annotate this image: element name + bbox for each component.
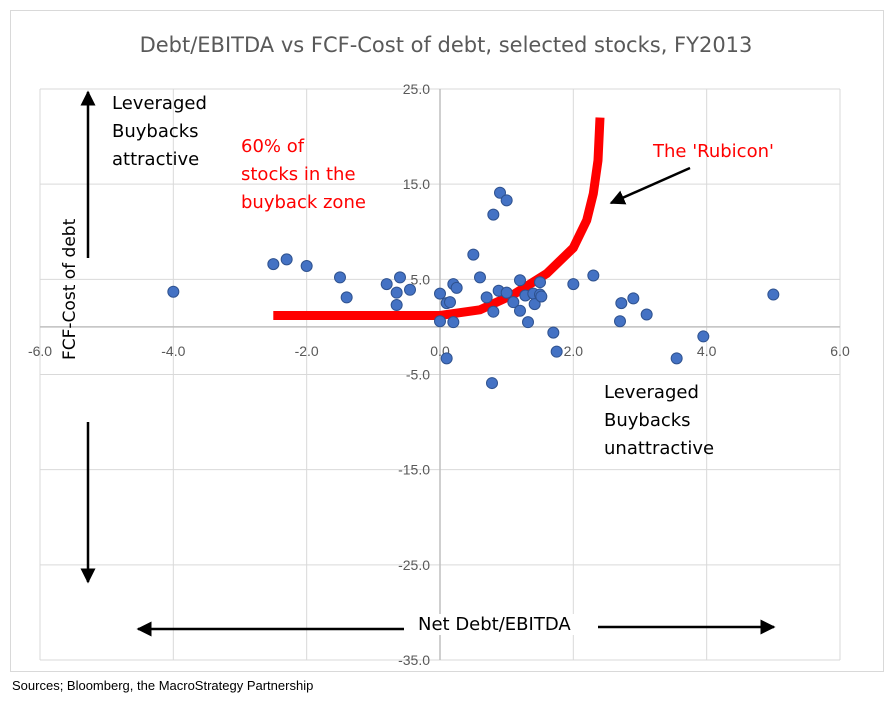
x-tick-label: -2.0 xyxy=(295,343,319,359)
y-axis-label: FCF-Cost of debt xyxy=(60,219,80,360)
chart-title: Debt/EBITDA vs FCF-Cost of debt, selecte… xyxy=(139,33,753,57)
x-axis-label: Net Debt/EBITDA xyxy=(410,614,579,635)
data-point xyxy=(494,186,506,199)
annotation-line: Buybacks xyxy=(112,121,199,142)
x-tick-label: -6.0 xyxy=(28,343,52,359)
data-point xyxy=(404,283,416,296)
data-point xyxy=(300,260,313,273)
data-point xyxy=(390,286,403,299)
annotation-line: Leveraged xyxy=(112,93,207,114)
y-tick-label: -5.0 xyxy=(406,367,430,383)
data-point xyxy=(380,278,393,291)
annotation-line: 60% of xyxy=(241,136,305,157)
data-point xyxy=(500,286,513,299)
data-point xyxy=(500,194,513,207)
data-point xyxy=(267,258,280,271)
data-point xyxy=(627,292,640,305)
data-point xyxy=(614,315,626,328)
data-point xyxy=(514,274,526,287)
annotation-unattractive: Leveraged Buybacks unattractive xyxy=(604,379,714,463)
data-point xyxy=(480,291,493,304)
data-point xyxy=(486,377,498,390)
data-point xyxy=(528,298,541,311)
annotation-line: stocks in the xyxy=(241,164,356,185)
x-tick-label: 6.0 xyxy=(830,343,850,359)
data-point xyxy=(487,208,500,221)
data-point xyxy=(487,305,500,318)
data-point xyxy=(444,296,456,309)
data-point xyxy=(167,285,180,298)
data-point xyxy=(697,330,710,343)
annotation-rubicon: The 'Rubicon' xyxy=(653,141,774,162)
data-point xyxy=(615,297,628,310)
annotation-buyback-zone: 60% of stocks in the buyback zone xyxy=(241,133,366,217)
source-note: Sources; Bloomberg, the MacroStrategy Pa… xyxy=(12,678,314,693)
annotation-line: buyback zone xyxy=(241,192,366,213)
y-tick-label: 5.0 xyxy=(411,271,431,287)
data-point xyxy=(522,316,534,329)
rubicon-arrow xyxy=(609,166,691,205)
data-point xyxy=(450,281,463,294)
data-point xyxy=(550,345,563,358)
data-point xyxy=(447,316,460,329)
data-point xyxy=(507,296,520,309)
y-tick-label: -35.0 xyxy=(398,652,430,668)
data-point xyxy=(567,278,580,291)
rubicon-curve xyxy=(273,117,605,320)
y-tick-label: -25.0 xyxy=(398,557,430,573)
annotation-attractive: Leveraged Buybacks attractive xyxy=(112,90,207,174)
y-tick-label: 25.0 xyxy=(403,81,430,97)
annotation-line: Leveraged xyxy=(604,382,699,403)
annotation-line: Buybacks xyxy=(604,410,691,431)
x-tick-label: 4.0 xyxy=(697,343,717,359)
data-point xyxy=(474,271,486,284)
data-point xyxy=(514,304,526,317)
data-point xyxy=(334,271,346,284)
data-points xyxy=(167,186,780,390)
annotation-line: unattractive xyxy=(604,438,715,459)
x-tick-label: -4.0 xyxy=(161,343,185,359)
y-tick-label: -15.0 xyxy=(398,462,430,478)
data-point xyxy=(434,315,446,328)
data-point xyxy=(467,248,480,261)
x-tick-label: 2.0 xyxy=(564,343,584,359)
data-point xyxy=(534,276,546,289)
chart-frame xyxy=(10,10,884,672)
data-point xyxy=(547,326,560,339)
data-point xyxy=(767,288,780,301)
tick-labels: -6.0 -4.0 -2.0 0.0 2.0 4.0 6.025.015.05.0-5.0-… xyxy=(28,81,850,668)
data-point xyxy=(440,352,453,365)
data-point xyxy=(670,352,683,365)
data-point xyxy=(535,290,548,303)
annotation-line: attractive xyxy=(112,149,200,170)
y-tick-label: 15.0 xyxy=(403,176,430,192)
data-point xyxy=(394,271,406,284)
data-point xyxy=(640,308,653,321)
data-point xyxy=(280,253,293,266)
data-point xyxy=(340,291,353,304)
data-point xyxy=(434,287,446,300)
data-point xyxy=(587,269,600,282)
data-point xyxy=(390,299,403,312)
